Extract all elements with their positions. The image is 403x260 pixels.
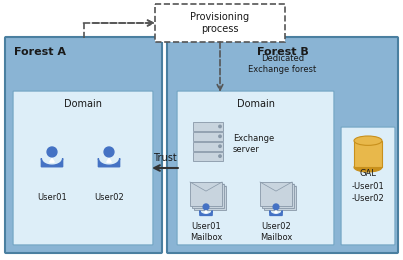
Text: Provisioning
process: Provisioning process	[191, 12, 249, 34]
Text: Forest B: Forest B	[257, 47, 308, 57]
Text: User02
Mailbox: User02 Mailbox	[260, 222, 292, 242]
Bar	[194, 186, 226, 210]
Bar	[193, 142, 223, 151]
Text: Dedicated
Exchange forest: Dedicated Exchange forest	[248, 54, 317, 74]
Circle shape	[219, 135, 221, 138]
Bar	[193, 122, 223, 131]
FancyBboxPatch shape	[5, 37, 162, 253]
Circle shape	[104, 147, 114, 157]
Circle shape	[273, 204, 279, 210]
Text: Forest A: Forest A	[14, 47, 66, 57]
Text: Trust: Trust	[153, 153, 177, 163]
Text: Domain: Domain	[237, 99, 274, 109]
Ellipse shape	[354, 163, 382, 172]
Bar	[193, 152, 223, 161]
Circle shape	[47, 147, 57, 157]
Polygon shape	[50, 158, 54, 162]
Bar	[193, 132, 223, 141]
Bar	[262, 184, 294, 208]
Text: User01
Mailbox: User01 Mailbox	[190, 222, 222, 242]
Text: Domain: Domain	[64, 99, 102, 109]
Bar	[354, 141, 382, 167]
Bar	[260, 182, 292, 206]
Polygon shape	[205, 211, 207, 213]
Circle shape	[219, 145, 221, 147]
FancyBboxPatch shape	[13, 91, 153, 245]
Polygon shape	[107, 158, 111, 162]
Polygon shape	[98, 158, 120, 167]
Circle shape	[219, 155, 221, 157]
Bar	[155, 4, 285, 42]
Polygon shape	[200, 211, 212, 216]
Polygon shape	[275, 211, 277, 213]
FancyBboxPatch shape	[341, 127, 395, 245]
Text: User01: User01	[37, 192, 67, 202]
Text: GAL
-User01
-User02: GAL -User01 -User02	[352, 169, 384, 203]
Text: Exchange
server: Exchange server	[233, 134, 274, 154]
Bar	[192, 184, 224, 208]
Bar	[264, 186, 296, 210]
Bar	[190, 182, 222, 206]
FancyBboxPatch shape	[177, 91, 334, 245]
Circle shape	[219, 125, 221, 128]
Polygon shape	[42, 158, 62, 167]
Ellipse shape	[354, 136, 382, 145]
Polygon shape	[270, 211, 282, 216]
Text: User02: User02	[94, 192, 124, 202]
Circle shape	[203, 204, 209, 210]
FancyBboxPatch shape	[167, 37, 398, 253]
